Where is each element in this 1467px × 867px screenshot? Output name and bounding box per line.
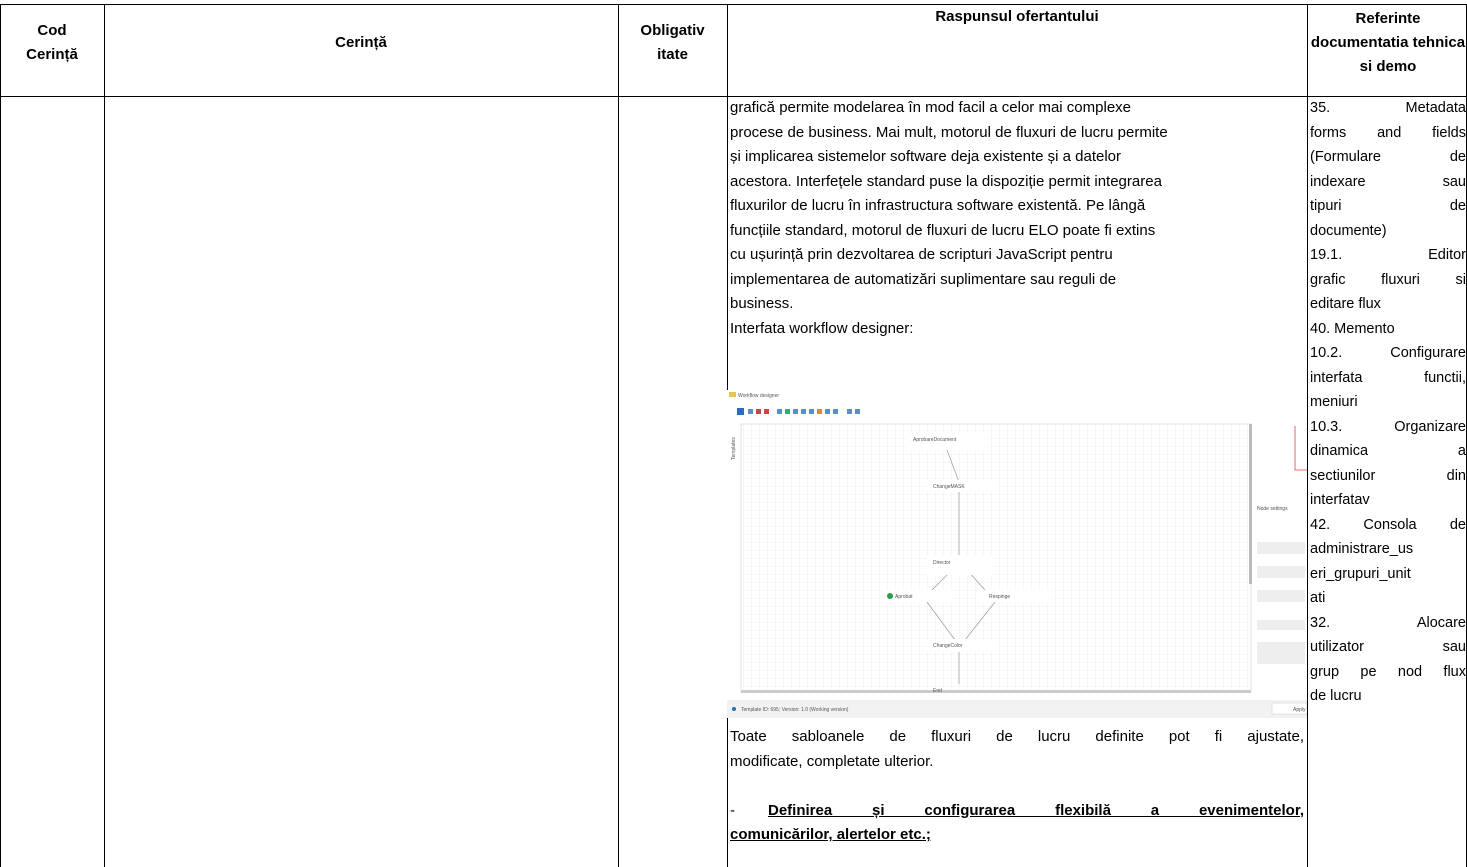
- reference-line: documente): [1310, 222, 1387, 239]
- reference-line: 19.1. Editor: [1310, 247, 1466, 263]
- reference-line: 42. Consola de: [1310, 516, 1466, 533]
- text-line: grafică permite modelarea în mod facil a…: [730, 99, 1132, 116]
- bullet: -: [730, 801, 735, 819]
- caption: Interfata workflow designer:: [730, 319, 914, 337]
- reference-line: interfata functii,: [1310, 369, 1466, 386]
- reference-line: interfatav: [1310, 492, 1370, 508]
- text-line: fluxurilor de lucru în infrastructura so…: [730, 197, 1146, 214]
- reference-line: ati: [1310, 590, 1326, 606]
- reference-line: 10.2. Configurare: [1310, 345, 1466, 361]
- node-label: End: [933, 688, 942, 694]
- text-line: procese de business. Mai mult, motorul d…: [730, 123, 1168, 141]
- header-referinte: Referinte documentatia tehnica si demo: [1310, 10, 1466, 75]
- side-tab: Templates: [731, 437, 737, 460]
- reference-line: meniuri: [1310, 394, 1358, 410]
- text-line: cu ușurință prin dezvoltarea de scriptur…: [730, 246, 1113, 263]
- list-item-line: Definirea și configurarea flexibilă a ev…: [768, 801, 1304, 819]
- header-obligativitate: itate: [657, 46, 688, 63]
- window-title: Workflow designer: [738, 393, 779, 399]
- text-line: și implicarea sistemelor software deja e…: [730, 148, 1122, 165]
- reference-line: (Formulare de: [1310, 149, 1466, 165]
- reference-line: 10.3. Organizare: [1310, 418, 1466, 435]
- reference-line: editare flux: [1310, 296, 1381, 312]
- border: [0, 4, 1, 867]
- reference-line: forms and fields: [1310, 124, 1466, 141]
- reference-line: administrare_us: [1310, 541, 1414, 557]
- node-label: ChangeColor: [933, 643, 963, 649]
- text-line: Toate sabloanele de fluxuri de lucru def…: [730, 728, 1304, 745]
- reference-line: grup pe nod flux: [1310, 663, 1466, 680]
- text-line: acestora. Interfețele standard puse la d…: [730, 172, 1162, 190]
- panel-title: Node settings: [1257, 506, 1288, 512]
- text-line: funcțiile standard, motorul de fluxuri d…: [730, 221, 1156, 239]
- status-bar: Template ID: 695; Version: 1.0 (Working …: [741, 707, 849, 713]
- header-cod: Cod Cerință: [26, 22, 78, 63]
- reference-line: eri_grupuri_unit: [1310, 565, 1411, 582]
- reference-line: utilizator sau: [1310, 639, 1466, 655]
- border: [0, 4, 1467, 5]
- node-label: ChangeMASK: [933, 484, 965, 490]
- border: [104, 4, 105, 867]
- border: [1307, 4, 1308, 867]
- border: [0, 96, 1467, 97]
- text-line: implementarea de automatizări suplimenta…: [730, 270, 1117, 288]
- header-obligativitate: Obligativ: [640, 22, 705, 39]
- reference-line: tipuri de: [1310, 198, 1466, 214]
- reference-line: 40. Memento: [1310, 320, 1395, 337]
- border: [618, 4, 619, 867]
- node-label: Respinge: [989, 594, 1010, 600]
- references-cell: 35. Metadata forms and fields (Formulare d…: [1310, 96, 1466, 709]
- node-label: Aprobat: [895, 594, 913, 600]
- list-item-line: comunicărilor, alertelor etc.;: [730, 826, 931, 843]
- reference-line: de lucru: [1310, 688, 1362, 704]
- header-raspuns: Raspunsul ofertantului: [935, 8, 1099, 25]
- workflow-screenshot: Workflow designer Templates AprobareDocu…: [727, 390, 1307, 718]
- reference-line: dinamica a: [1310, 443, 1466, 459]
- reference-line: indexare sau: [1310, 173, 1466, 190]
- reference-line: 32. Alocare: [1310, 614, 1466, 631]
- reference-line: grafic fluxuri si: [1310, 271, 1466, 288]
- reference-line: 35. Metadata: [1310, 100, 1466, 116]
- node-label: Director: [933, 560, 951, 566]
- text-line: modificate, completate ulterior.: [730, 752, 934, 770]
- apply-button[interactable]: Apply: [1293, 707, 1306, 713]
- text-line: business.: [730, 295, 794, 312]
- reference-line: sectiunilor din: [1310, 467, 1466, 484]
- node-label: AprobareDocument: [913, 437, 957, 443]
- header-cerinta: Cerință: [335, 34, 387, 51]
